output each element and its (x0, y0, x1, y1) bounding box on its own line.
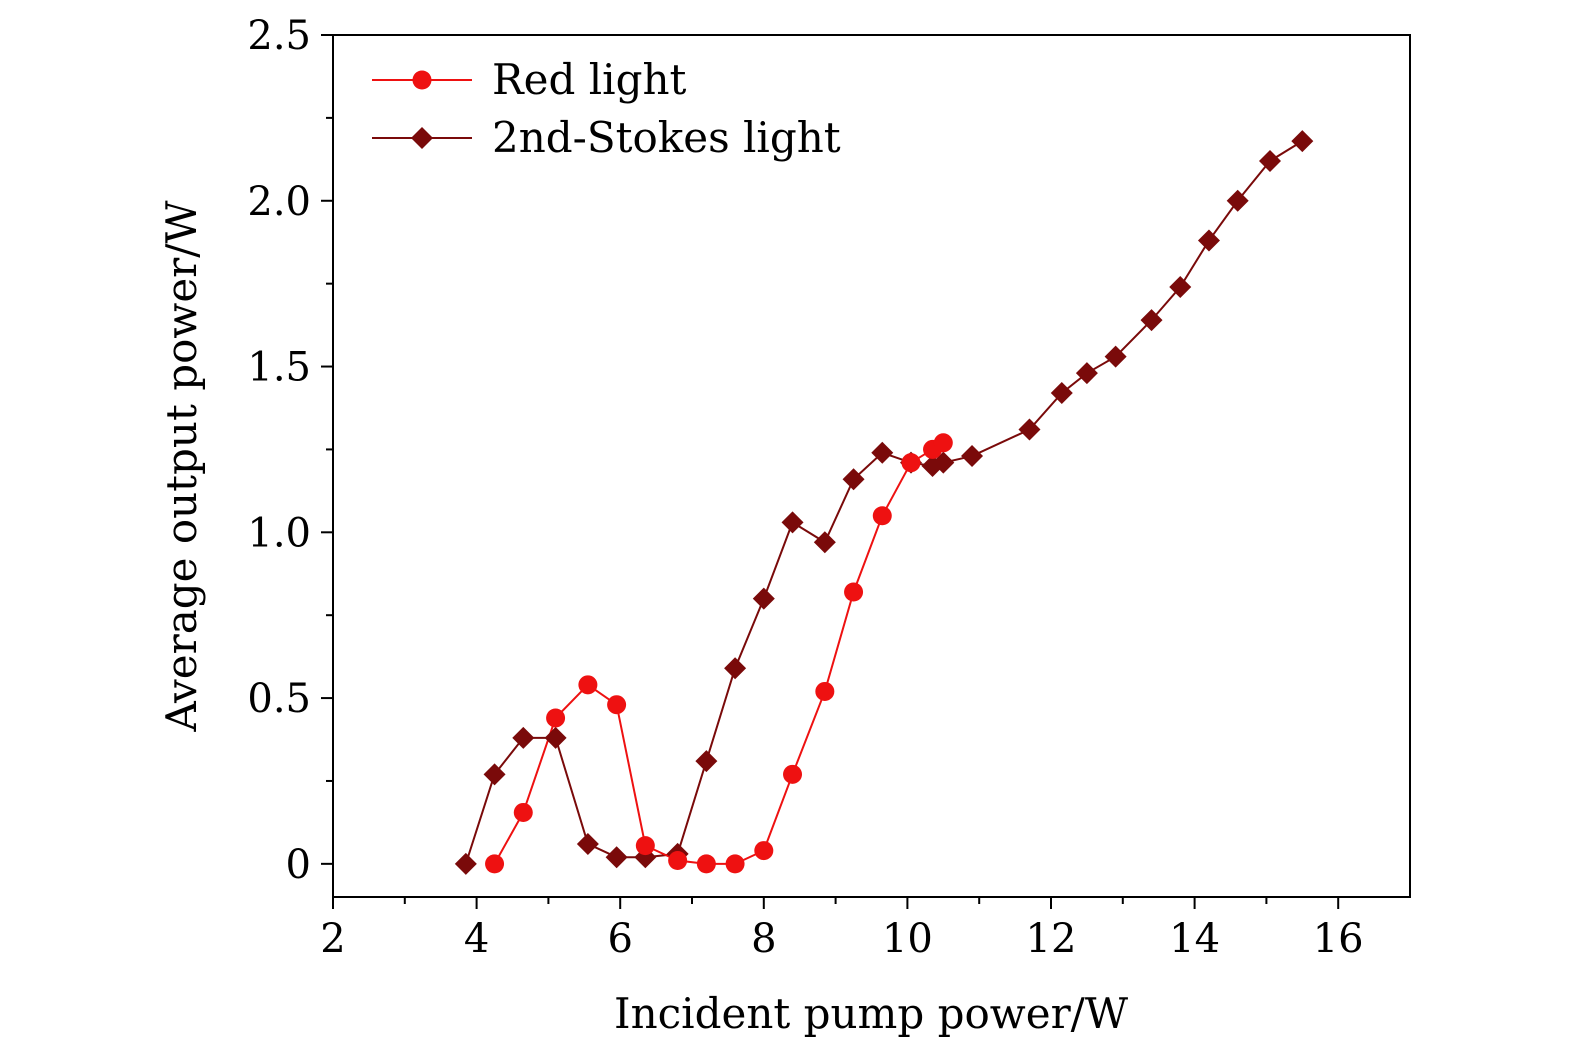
series-line-red-light (493, 441, 944, 865)
red-light-point (485, 854, 505, 874)
red-light-point (901, 453, 921, 473)
red-light-point (578, 675, 598, 695)
stokes-light-point (1050, 382, 1073, 405)
red-light-point (725, 854, 745, 874)
stokes-light-point (842, 468, 865, 491)
y-tick-label: 2.5 (247, 13, 311, 59)
stokes-light-point (1075, 362, 1098, 385)
x-tick-label: 6 (607, 916, 632, 962)
stokes-light-point (605, 846, 628, 869)
red-light-point (872, 506, 892, 526)
red-light-point (696, 854, 716, 874)
y-tick-label: 0.5 (247, 676, 311, 722)
x-tick-label: 2 (320, 916, 345, 962)
stokes-light-point (752, 587, 775, 610)
x-tick-label: 8 (751, 916, 776, 962)
legend-stokes-light-label: 2nd-Stokes light (492, 113, 841, 162)
stokes-light-point (724, 657, 747, 680)
stokes-light-point (1104, 345, 1127, 368)
x-tick-label: 10 (882, 916, 933, 962)
stokes-light-point (781, 511, 804, 534)
red-light-point (815, 681, 835, 701)
y-tick-label: 0 (286, 842, 311, 888)
plot-frame (332, 34, 1411, 898)
stokes-light-point (695, 750, 718, 773)
stokes-light-point (961, 445, 984, 468)
legend-red-light-label: Red light (492, 55, 687, 104)
y-tick-label: 1.0 (247, 510, 311, 556)
stokes-light-point (483, 763, 506, 786)
series-line-stokes-light (464, 140, 1303, 865)
stokes-light-point (1291, 130, 1314, 153)
stokes-light-point (454, 852, 477, 875)
stokes-light-point (512, 726, 535, 749)
red-light-point (513, 802, 533, 822)
axes (332, 34, 1411, 898)
stokes-light-point (1197, 229, 1220, 252)
stokes-light-point (544, 726, 567, 749)
stokes-light-point (813, 531, 836, 554)
red-light-point (668, 851, 688, 871)
y-tick-label: 1.5 (247, 345, 311, 391)
red-light-point (783, 764, 803, 784)
red-light-point (607, 695, 627, 715)
red-light-point (933, 433, 953, 453)
legend-stokes-light-marker (411, 127, 433, 149)
stokes-light-point (1258, 149, 1281, 172)
stokes-light-point (1169, 275, 1192, 298)
red-light-point (754, 841, 774, 861)
x-tick-label: 4 (464, 916, 489, 962)
red-light-point (546, 708, 566, 728)
stokes-light-point (1140, 309, 1163, 332)
stokes-light-point (1018, 418, 1041, 441)
ticks: 2 4 6 8 10 12 14 16 0 0.5 1.0 1.5 2.0 2.5 (247, 13, 1363, 962)
x-tick-label: 16 (1313, 916, 1364, 962)
stokes-light-point (1226, 189, 1249, 212)
x-tick-label: 12 (1026, 916, 1077, 962)
x-tick-label: 14 (1169, 916, 1220, 962)
red-light-point (635, 836, 655, 856)
x-axis-label: Incident pump power/W (614, 989, 1129, 1038)
series (454, 130, 1314, 875)
legend-red-light-marker (412, 70, 432, 90)
stokes-light-point (871, 441, 894, 464)
legend: Red light 2nd-Stokes light (372, 55, 841, 162)
red-light-point (844, 582, 864, 602)
y-axis-label: Average output power/W (157, 200, 206, 733)
stokes-light-point (576, 832, 599, 855)
y-tick-label: 2.0 (247, 179, 311, 225)
